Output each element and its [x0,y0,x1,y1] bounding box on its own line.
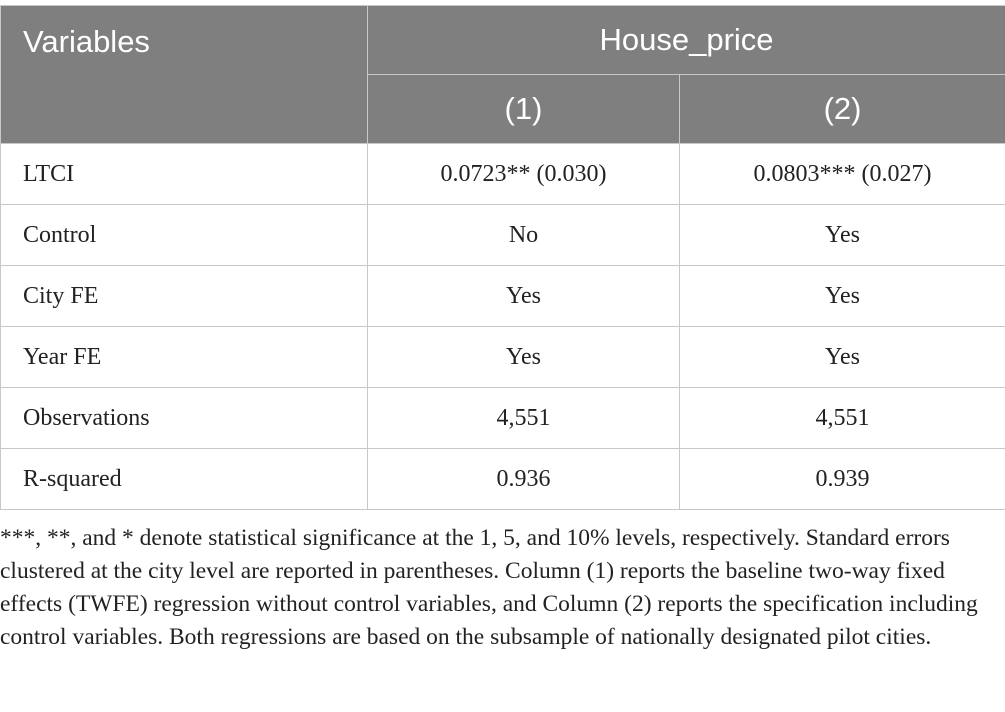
cell-value: 4,551 [678,387,1005,449]
row-label: R-squared [0,448,368,510]
table-row: Observations 4,551 4,551 [0,387,1005,449]
cell-value: 0.939 [678,448,1005,510]
table-row: Year FE Yes Yes [0,326,1005,388]
row-label: City FE [0,265,368,327]
cell-value: 0.0803*** (0.027) [678,143,1005,205]
table-row: Control No Yes [0,204,1005,266]
table-note: ***, **, and * denote statistical signif… [0,525,978,650]
cell-value: Yes [678,204,1005,266]
cell-value: 0.0723** (0.030) [367,143,680,205]
cell-value: Yes [367,265,680,327]
table-row: R-squared 0.936 0.939 [0,448,1005,510]
row-label: LTCI [0,143,368,205]
table-body: LTCI 0.0723** (0.030) 0.0803*** (0.027) Con… [0,143,1005,510]
table-row: LTCI 0.0723** (0.030) 0.0803*** (0.027) [0,143,1005,205]
cell-value: 4,551 [367,387,680,449]
column-header: (2) [678,74,1005,144]
cell-value: No [367,204,680,266]
row-label: Observations [0,387,368,449]
variables-header: Variables [0,5,368,144]
header-row: Variables House_price [0,5,1005,144]
row-label: Year FE [0,326,368,388]
table-row: City FE Yes Yes [0,265,1005,327]
cell-value: 0.936 [367,448,680,510]
regression-table: Variables House_price (1) (2) LTCI 0.0723… [0,5,1005,510]
cell-value: Yes [678,326,1005,388]
column-header: (1) [367,74,680,144]
table-container: Variables House_price (1) (2) LTCI 0.0723… [0,5,1005,510]
cell-value: Yes [367,326,680,388]
group-header: House_price [366,5,1005,75]
table-header: Variables House_price (1) (2) [0,5,1005,144]
row-label: Control [0,204,368,266]
subheader-row: (1) (2) [1,74,1005,144]
cell-value: Yes [678,265,1005,327]
